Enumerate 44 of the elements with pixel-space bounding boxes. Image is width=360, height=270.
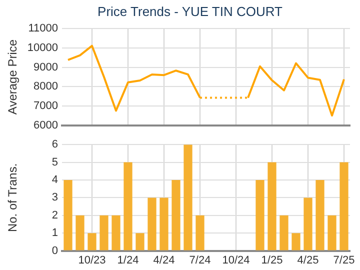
- y-tick-label: 10000: [27, 42, 58, 54]
- x-tick-label: 4/24: [153, 254, 175, 266]
- chart-title: Price Trends - YUE TIN COURT: [96, 4, 284, 19]
- bar: [328, 215, 336, 250]
- y-tick-label: 3: [52, 192, 58, 204]
- bar: [64, 180, 72, 250]
- bar: [100, 215, 108, 250]
- bar: [196, 215, 204, 250]
- y-tick-label: 11000: [28, 22, 58, 35]
- bar: [76, 215, 84, 250]
- bar: [268, 162, 276, 250]
- y-tick-label: 6: [52, 138, 58, 151]
- bar: [292, 233, 300, 250]
- y-tick-label: 7000: [34, 100, 58, 112]
- x-tick-label: 4/25: [297, 254, 319, 266]
- y-tick-label: 2: [52, 209, 58, 222]
- bar: [124, 162, 132, 250]
- bar: [172, 180, 180, 250]
- y-axis-title: No. of Trans.: [6, 163, 20, 232]
- y-tick-label: 8000: [34, 80, 58, 93]
- bar: [256, 180, 264, 250]
- y-axis-title: Average Price: [6, 39, 20, 115]
- x-tick-label: 10/23: [78, 254, 106, 266]
- bar: [136, 233, 144, 250]
- y-tick-label: 6000: [34, 119, 58, 132]
- y-tick-label: 1: [52, 227, 58, 240]
- x-tick-label: 10/24: [222, 254, 250, 266]
- bar: [160, 198, 168, 250]
- y-tick-label: 5: [52, 156, 58, 168]
- bar: [112, 215, 120, 250]
- bar: [88, 233, 96, 250]
- x-tick-label: 1/25: [261, 254, 283, 266]
- bar: [184, 144, 192, 250]
- y-tick-label: 0: [52, 244, 58, 257]
- x-tick-label: 7/25: [333, 254, 355, 266]
- bar: [280, 215, 288, 250]
- bar: [304, 198, 312, 250]
- x-tick-label: 7/24: [189, 254, 211, 266]
- bar: [148, 198, 156, 250]
- x-tick-label: 1/24: [117, 254, 139, 266]
- y-tick-label: 4: [52, 174, 58, 186]
- bar: [340, 162, 348, 250]
- bar: [316, 180, 324, 250]
- y-tick-label: 9000: [34, 61, 58, 74]
